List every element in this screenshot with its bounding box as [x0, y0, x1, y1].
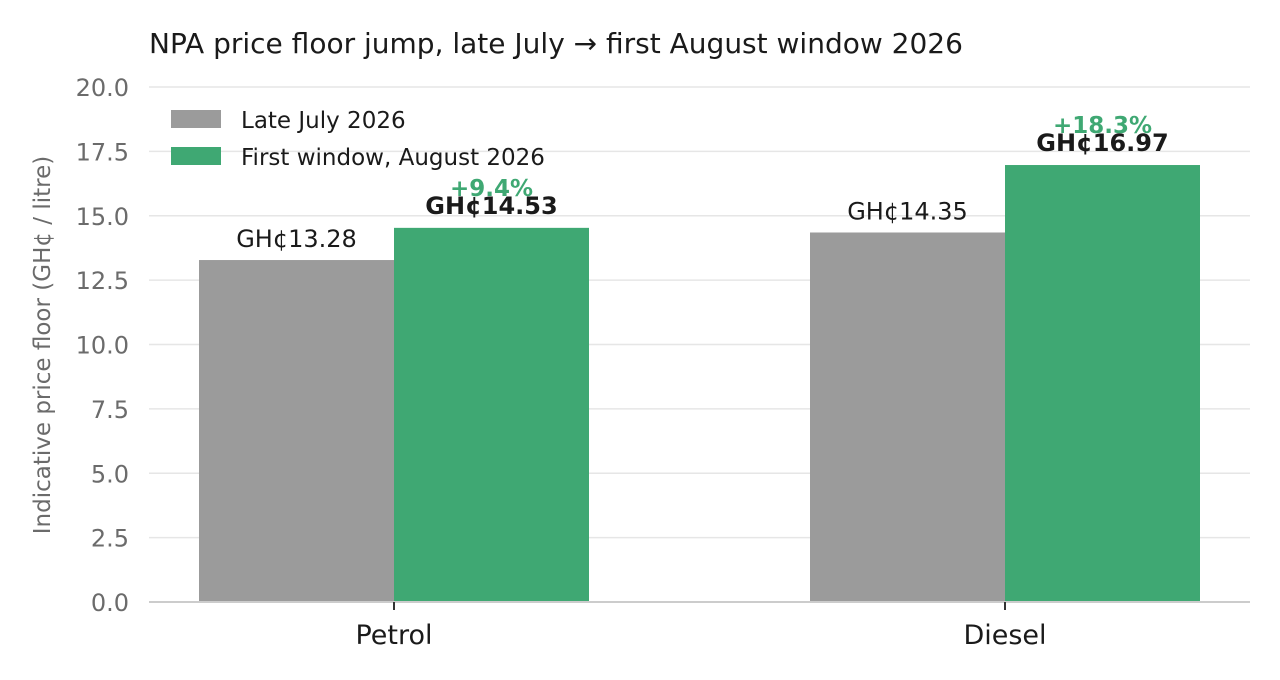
- legend-label-late-july: Late July 2026: [241, 108, 406, 134]
- percent-change-label: +9.4%: [450, 176, 533, 202]
- y-tick-label: 7.5: [91, 396, 129, 424]
- y-tick-label: 20.0: [76, 74, 129, 102]
- legend: Late July 2026 First window, August 2026: [171, 108, 545, 171]
- bars: [199, 165, 1200, 603]
- bar: [394, 227, 589, 603]
- bar-value-label: GH¢13.28: [236, 225, 357, 253]
- bar-value-labels: GH¢13.28 GH¢14.53+9.4% GH¢14.35 GH¢16.97+18…: [236, 113, 1169, 253]
- y-tick-label: 10.0: [76, 332, 129, 360]
- bar-value-label: GH¢14.35: [847, 197, 968, 225]
- x-tick-label: Petrol: [355, 620, 432, 651]
- bar-value-label: GH¢16.97: [1036, 129, 1168, 157]
- bar-value-label: GH¢14.53: [425, 192, 557, 220]
- legend-swatch-august: [171, 147, 221, 165]
- chart-title: NPA price floor jump, late July → first …: [149, 27, 963, 60]
- y-axis-label: Indicative price floor (GH¢ / litre): [30, 156, 56, 535]
- bar: [810, 232, 1005, 603]
- y-tick-label: 5.0: [91, 460, 129, 488]
- y-tick-label: 2.5: [91, 525, 129, 553]
- y-tick-label: 15.0: [76, 203, 129, 231]
- x-tick-label: Diesel: [963, 620, 1046, 651]
- x-axis: Petrol Diesel: [149, 601, 1250, 651]
- y-tick-label: 17.5: [76, 138, 129, 166]
- bar: [1005, 165, 1200, 602]
- bar: [199, 260, 394, 602]
- legend-label-august: First window, August 2026: [241, 145, 545, 171]
- y-axis-ticks: 0.0 2.5 5.0 7.5 10.0 12.5 15.0 17.5 20.0: [76, 74, 129, 617]
- legend-swatch-late-july: [171, 110, 221, 128]
- percent-change-label: +18.3%: [1053, 113, 1152, 139]
- y-tick-label: 12.5: [76, 267, 129, 295]
- y-tick-label: 0.0: [91, 589, 129, 617]
